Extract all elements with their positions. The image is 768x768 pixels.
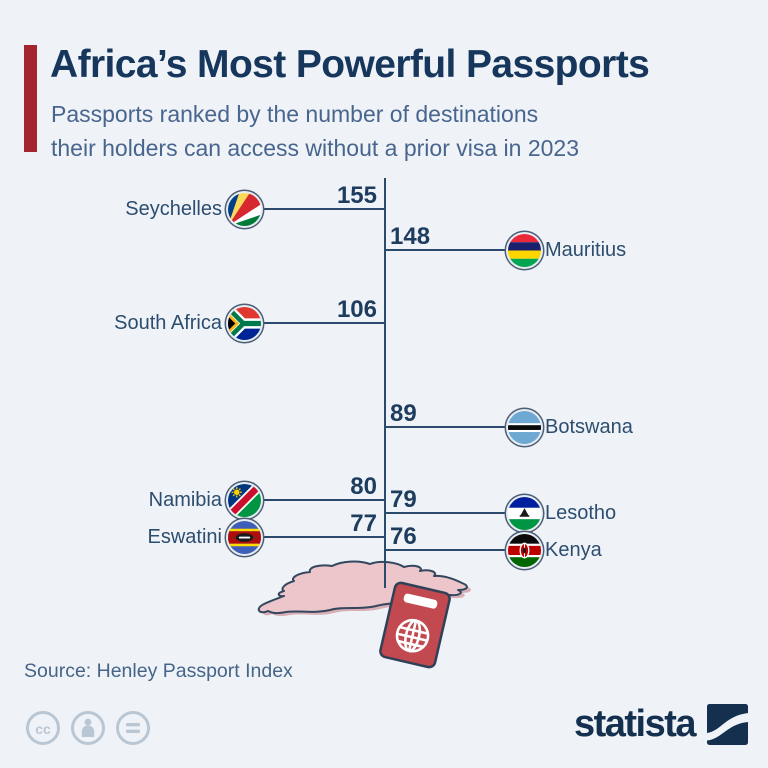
value-label: 77 (350, 510, 377, 537)
kenya-flag-icon (507, 533, 541, 567)
statista-logo[interactable]: statista (574, 703, 748, 746)
country-label: Mauritius (545, 239, 627, 261)
south-africa-flag-icon (227, 306, 261, 340)
value-label: 89 (390, 400, 417, 427)
passport-icon (379, 581, 451, 669)
subtitle: Passports ranked by the number of destin… (51, 97, 579, 165)
country-label: Lesotho (545, 502, 617, 524)
country-label: Botswana (545, 416, 633, 438)
value-label: 155 (336, 182, 377, 209)
equals-icon[interactable] (114, 709, 152, 747)
seychelles-flag-icon (227, 192, 261, 226)
cc-icon[interactable]: cc (24, 709, 62, 747)
globe-icon (395, 618, 430, 653)
country-label: Kenya (545, 539, 602, 561)
statista-wordmark: statista (573, 703, 697, 745)
country-label: South Africa (114, 312, 222, 334)
connector-line (260, 499, 384, 501)
namibia-flag-icon (227, 483, 261, 517)
svg-text:cc: cc (35, 721, 51, 737)
connector-line (386, 249, 508, 251)
attribution-icon[interactable] (69, 709, 107, 747)
country-label: Namibia (148, 489, 222, 511)
license-icons: cc (24, 709, 152, 747)
lesotho-flag-icon (507, 496, 541, 530)
country-label: Eswatini (147, 526, 222, 548)
value-label: 106 (336, 296, 377, 323)
country-label: Seychelles (125, 198, 222, 220)
connector-line (386, 512, 508, 514)
connector-line (260, 536, 384, 538)
eswatini-flag-icon (227, 520, 261, 554)
page-title: Africa’s Most Powerful Passports (50, 43, 650, 86)
connector-line (260, 322, 384, 324)
statista-logo-icon (707, 704, 748, 745)
connector-line (386, 426, 508, 428)
subtitle-line-2: their holders can access without a prior… (51, 135, 580, 161)
value-label: 80 (350, 473, 377, 500)
accent-bar (24, 45, 37, 152)
source-note: Source: Henley Passport Index (24, 660, 293, 682)
chart-axis (384, 178, 386, 588)
connector-line (260, 208, 384, 210)
value-label: 148 (390, 223, 431, 250)
mauritius-flag-icon (507, 233, 541, 267)
botswana-flag-icon (507, 410, 541, 444)
subtitle-line-1: Passports ranked by the number of destin… (51, 101, 539, 127)
connector-line (386, 549, 508, 551)
value-label: 79 (390, 486, 417, 513)
value-label: 76 (390, 523, 417, 550)
